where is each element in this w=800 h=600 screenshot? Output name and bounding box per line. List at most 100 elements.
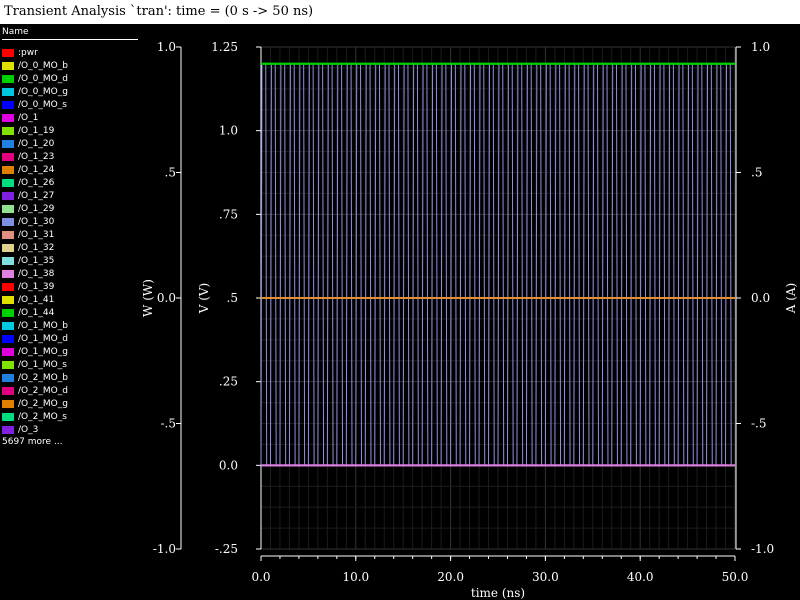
signal-legend: Name :pwr/O_0_MO_b/O_0_MO_d/O_0_MO_g/O_0… bbox=[0, 26, 140, 456]
y-tick-label: -1.0 bbox=[153, 542, 176, 556]
legend-swatch bbox=[2, 386, 14, 395]
legend-item[interactable]: /O_1 bbox=[2, 111, 138, 124]
legend-swatch bbox=[2, 373, 14, 382]
legend-item-label: /O_3 bbox=[18, 424, 39, 435]
y-tick-label: 1.0 bbox=[157, 40, 176, 54]
legend-item[interactable]: /O_1_24 bbox=[2, 163, 138, 176]
legend-item[interactable]: :pwr bbox=[2, 46, 138, 59]
legend-item-label: /O_0_MO_g bbox=[18, 86, 68, 97]
legend-item[interactable]: /O_1_35 bbox=[2, 254, 138, 267]
legend-item[interactable]: /O_1_44 bbox=[2, 306, 138, 319]
legend-item-label: /O_1_26 bbox=[18, 177, 55, 188]
legend-item-label: /O_1_MO_d bbox=[18, 333, 68, 344]
legend-item-label: /O_1_30 bbox=[18, 216, 55, 227]
y-tick-label: -.25 bbox=[215, 542, 238, 556]
legend-item[interactable]: /O_1_26 bbox=[2, 176, 138, 189]
legend-item[interactable]: /O_1_31 bbox=[2, 228, 138, 241]
legend-swatch bbox=[2, 113, 14, 122]
y-axis-label: W (W) bbox=[141, 279, 155, 317]
legend-item-label: /O_1_MO_b bbox=[18, 320, 68, 331]
legend-item-label: /O_1_19 bbox=[18, 125, 55, 136]
legend-item[interactable]: /O_1_23 bbox=[2, 150, 138, 163]
legend-item-label: /O_1_39 bbox=[18, 281, 55, 292]
legend-item-label: /O_1_44 bbox=[18, 307, 55, 318]
legend-item[interactable]: /O_1_30 bbox=[2, 215, 138, 228]
legend-item[interactable]: /O_0_MO_b bbox=[2, 59, 138, 72]
legend-item[interactable]: /O_1_41 bbox=[2, 293, 138, 306]
legend-item-label: /O_1_MO_s bbox=[18, 359, 67, 370]
legend-item-label: /O_1_31 bbox=[18, 229, 55, 240]
y-tick-label: .5 bbox=[227, 291, 238, 305]
legend-swatch bbox=[2, 412, 14, 421]
legend-item[interactable]: /O_2_MO_b bbox=[2, 371, 138, 384]
legend-swatch bbox=[2, 100, 14, 109]
y-tick-label: .25 bbox=[219, 375, 238, 389]
legend-item-label: /O_1 bbox=[18, 112, 39, 123]
legend-swatch bbox=[2, 126, 14, 135]
legend-item-label: /O_1_24 bbox=[18, 164, 55, 175]
legend-header: Name bbox=[2, 26, 138, 40]
legend-swatch bbox=[2, 139, 14, 148]
y-tick-label: 0.0 bbox=[751, 291, 770, 305]
legend-item[interactable]: /O_3 bbox=[2, 423, 138, 436]
legend-item[interactable]: /O_1_MO_s bbox=[2, 358, 138, 371]
legend-item-label: /O_1_29 bbox=[18, 203, 55, 214]
legend-item[interactable]: /O_1_MO_g bbox=[2, 345, 138, 358]
legend-item[interactable]: /O_0_MO_s bbox=[2, 98, 138, 111]
legend-item[interactable]: /O_1_39 bbox=[2, 280, 138, 293]
legend-item-label: /O_2_MO_s bbox=[18, 411, 67, 422]
legend-swatch bbox=[2, 308, 14, 317]
legend-swatch bbox=[2, 256, 14, 265]
legend-swatch bbox=[2, 295, 14, 304]
legend-item-label: /O_1_41 bbox=[18, 294, 55, 305]
legend-item-label: /O_2_MO_d bbox=[18, 385, 68, 396]
legend-item-label: /O_1_38 bbox=[18, 268, 55, 279]
legend-item[interactable]: /O_1_29 bbox=[2, 202, 138, 215]
legend-swatch bbox=[2, 243, 14, 252]
legend-item-label: /O_1_20 bbox=[18, 138, 55, 149]
y-tick-label: .5 bbox=[751, 166, 762, 180]
legend-swatch bbox=[2, 178, 14, 187]
x-tick-label: 50.0 bbox=[722, 570, 749, 584]
x-tick-label: 40.0 bbox=[627, 570, 654, 584]
y-tick-label: .5 bbox=[165, 166, 176, 180]
legend-more-link[interactable]: 5697 more ... bbox=[2, 437, 63, 447]
legend-item-label: /O_1_23 bbox=[18, 151, 55, 162]
legend-item[interactable]: /O_1_MO_b bbox=[2, 319, 138, 332]
legend-item-label: /O_1_35 bbox=[18, 255, 55, 266]
legend-swatch bbox=[2, 191, 14, 200]
legend-item[interactable]: /O_1_27 bbox=[2, 189, 138, 202]
legend-item[interactable]: /O_2_MO_d bbox=[2, 384, 138, 397]
legend-item-label: /O_1_27 bbox=[18, 190, 55, 201]
legend-swatch bbox=[2, 360, 14, 369]
legend-item[interactable]: /O_1_32 bbox=[2, 241, 138, 254]
legend-swatch bbox=[2, 165, 14, 174]
y-tick-label: -.5 bbox=[160, 417, 176, 431]
window-title: Transient Analysis `tran': time = (0 s -… bbox=[0, 0, 800, 24]
legend-item[interactable]: /O_1_MO_d bbox=[2, 332, 138, 345]
legend-swatch bbox=[2, 61, 14, 70]
legend-item[interactable]: /O_2_MO_s bbox=[2, 410, 138, 423]
legend-item[interactable]: /O_1_20 bbox=[2, 137, 138, 150]
y-tick-label: 0.0 bbox=[157, 291, 176, 305]
legend-item-label: /O_0_MO_d bbox=[18, 73, 68, 84]
legend-swatch bbox=[2, 282, 14, 291]
legend-item-label: /O_1_32 bbox=[18, 242, 55, 253]
legend-swatch bbox=[2, 204, 14, 213]
x-tick-label: 20.0 bbox=[437, 570, 464, 584]
legend-item-label: /O_0_MO_b bbox=[18, 60, 68, 71]
legend-item[interactable]: /O_1_19 bbox=[2, 124, 138, 137]
legend-item[interactable]: /O_0_MO_g bbox=[2, 85, 138, 98]
legend-item[interactable]: /O_0_MO_d bbox=[2, 72, 138, 85]
legend-item[interactable]: /O_1_38 bbox=[2, 267, 138, 280]
x-tick-label: 0.0 bbox=[251, 570, 270, 584]
legend-item-label: /O_0_MO_s bbox=[18, 99, 67, 110]
y-tick-label: 1.25 bbox=[211, 40, 238, 54]
y-tick-label: -.5 bbox=[751, 417, 767, 431]
y-tick-label: -1.0 bbox=[751, 542, 774, 556]
legend-swatch bbox=[2, 48, 14, 57]
legend-item-label: /O_1_MO_g bbox=[18, 346, 68, 357]
legend-item[interactable]: /O_2_MO_g bbox=[2, 397, 138, 410]
y-axis-label: V (V) bbox=[197, 283, 211, 315]
